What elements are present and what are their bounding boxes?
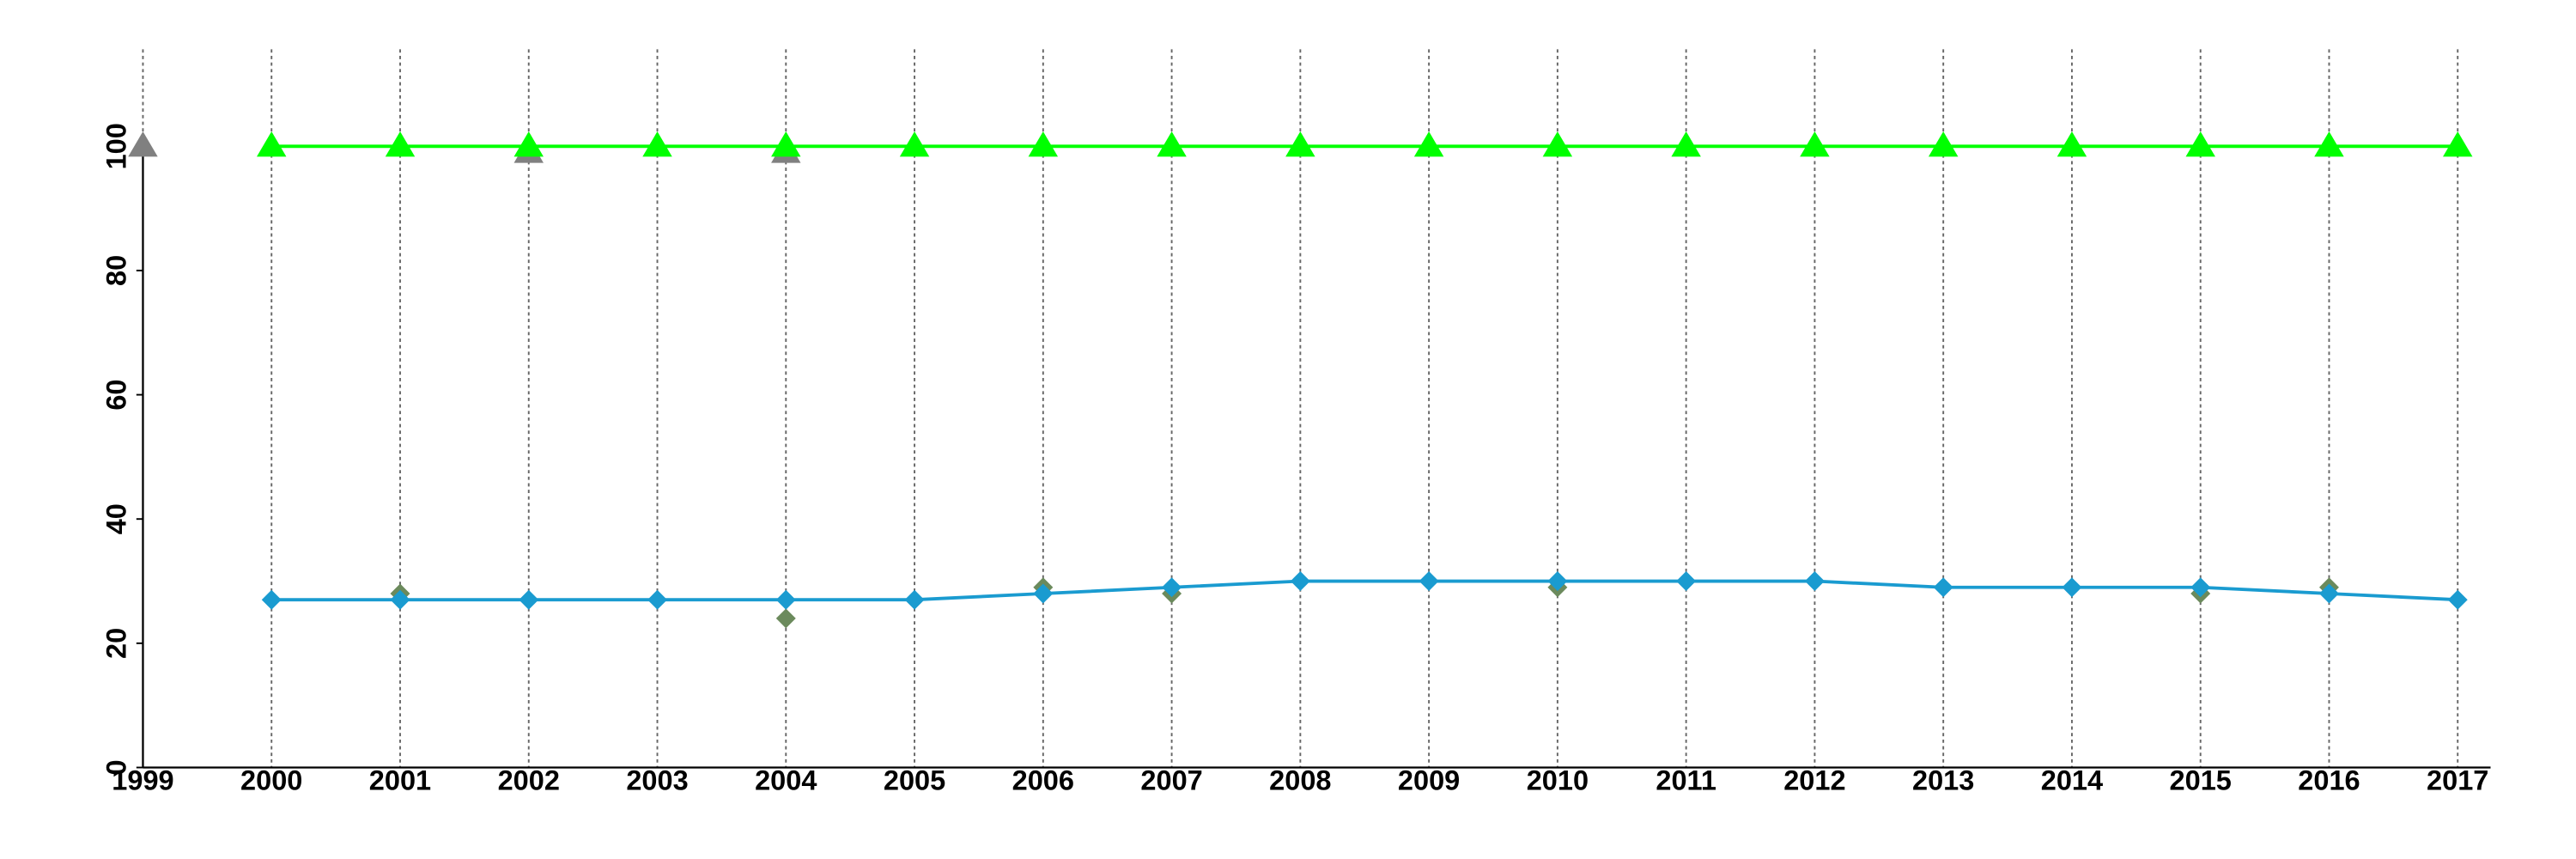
data-point — [1285, 131, 1315, 157]
data-point — [2185, 131, 2215, 157]
x-tick-label: 2009 — [1398, 765, 1460, 795]
data-point — [385, 131, 416, 157]
data-point — [775, 608, 796, 629]
x-tick-label: 2002 — [498, 765, 560, 795]
x-tick-label: 2006 — [1012, 765, 1074, 795]
x-tick-label: 2011 — [1656, 765, 1716, 795]
data-point — [1800, 131, 1830, 157]
x-tick-label: 2008 — [1269, 765, 1331, 795]
data-point — [2447, 589, 2468, 610]
series-line — [271, 579, 2458, 602]
x-tick-label: 2015 — [2170, 765, 2232, 795]
x-tick-label: 2001 — [369, 765, 431, 795]
y-tick-label: 20 — [100, 628, 131, 659]
data-point — [2057, 131, 2087, 157]
x-tick-label: 2005 — [884, 765, 945, 795]
x-tick-label: 2016 — [2298, 765, 2360, 795]
data-point — [1157, 131, 1187, 157]
y-tick-label: 100 — [100, 123, 131, 169]
data-point — [647, 589, 668, 610]
x-tick-label: 2017 — [2427, 765, 2488, 795]
data-point — [1542, 131, 1573, 157]
data-point — [1290, 571, 1310, 592]
x-tick-label: 2010 — [1527, 765, 1589, 795]
data-point — [128, 131, 158, 157]
data-point — [1419, 571, 1439, 592]
data-point — [771, 131, 801, 157]
data-point — [2062, 577, 2082, 598]
data-point — [2318, 583, 2339, 604]
x-tick-label: 2007 — [1140, 765, 1202, 795]
y-tick-label: 80 — [100, 255, 131, 286]
data-point — [1804, 571, 1825, 592]
data-point — [513, 131, 544, 157]
x-tick-label: 1999 — [112, 765, 173, 795]
x-tick-label: 2000 — [240, 765, 302, 795]
data-point — [1928, 131, 1959, 157]
data-point — [775, 589, 796, 610]
data-point — [519, 589, 539, 610]
data-point — [2190, 577, 2211, 598]
x-tick-label: 2012 — [1783, 765, 1845, 795]
data-point — [1413, 131, 1444, 157]
data-point — [2443, 131, 2473, 157]
data-point — [261, 589, 282, 610]
y-tick-label: 0 — [100, 759, 131, 775]
data-point — [257, 131, 287, 157]
data-point — [1671, 131, 1701, 157]
data-point — [1933, 577, 1953, 598]
x-tick-label: 2003 — [626, 765, 688, 795]
data-point — [1547, 571, 1568, 592]
data-point — [1676, 571, 1697, 592]
x-tick-label: 2014 — [2041, 765, 2103, 795]
x-tick-label: 2013 — [1912, 765, 1974, 795]
data-point — [1162, 577, 1182, 598]
data-point — [899, 131, 930, 157]
y-tick-label: 40 — [100, 503, 131, 534]
x-tick-label: 2004 — [755, 765, 817, 795]
data-point — [642, 131, 672, 157]
data-point — [2314, 131, 2344, 157]
data-point — [904, 589, 925, 610]
data-point — [1028, 131, 1059, 157]
y-tick-label: 60 — [100, 379, 131, 410]
